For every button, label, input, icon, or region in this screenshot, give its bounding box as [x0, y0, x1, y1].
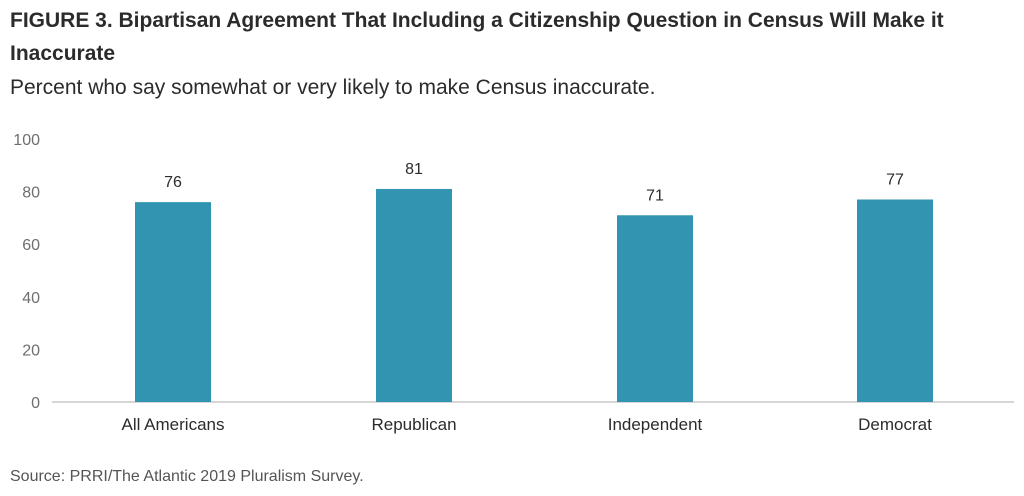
- y-tick-label: 20: [22, 342, 40, 359]
- y-tick-label: 0: [31, 395, 40, 412]
- bar: [135, 202, 211, 402]
- x-category-label: Republican: [371, 415, 456, 434]
- chart-subtitle: Percent who say somewhat or very likely …: [10, 76, 656, 99]
- bars: [135, 188, 933, 402]
- bar: [376, 188, 452, 402]
- data-labels: 76 81 71 77: [164, 161, 904, 204]
- data-label: 76: [164, 174, 182, 191]
- x-category-label: Democrat: [858, 415, 932, 434]
- source-note: Source: PRRI/The Atlantic 2019 Pluralism…: [10, 468, 364, 485]
- y-tick-label: 80: [22, 185, 40, 202]
- bar: [617, 215, 693, 402]
- bar: [857, 199, 933, 402]
- data-label: 77: [886, 171, 904, 188]
- y-tick-label: 40: [22, 290, 40, 307]
- x-category-label: Independent: [608, 415, 703, 434]
- x-category-label: All Americans: [122, 415, 225, 434]
- y-tick-label: 60: [22, 237, 40, 254]
- data-label: 81: [405, 161, 423, 178]
- y-axis-ticks: 0 20 40 60 80 100: [13, 132, 40, 412]
- y-tick-label: 100: [13, 132, 40, 149]
- x-axis-categories: All Americans Republican Independent Democr…: [122, 415, 933, 434]
- chart-title: FIGURE 3. Bipartisan Agreement That Incl…: [10, 9, 944, 65]
- data-label: 71: [646, 187, 664, 204]
